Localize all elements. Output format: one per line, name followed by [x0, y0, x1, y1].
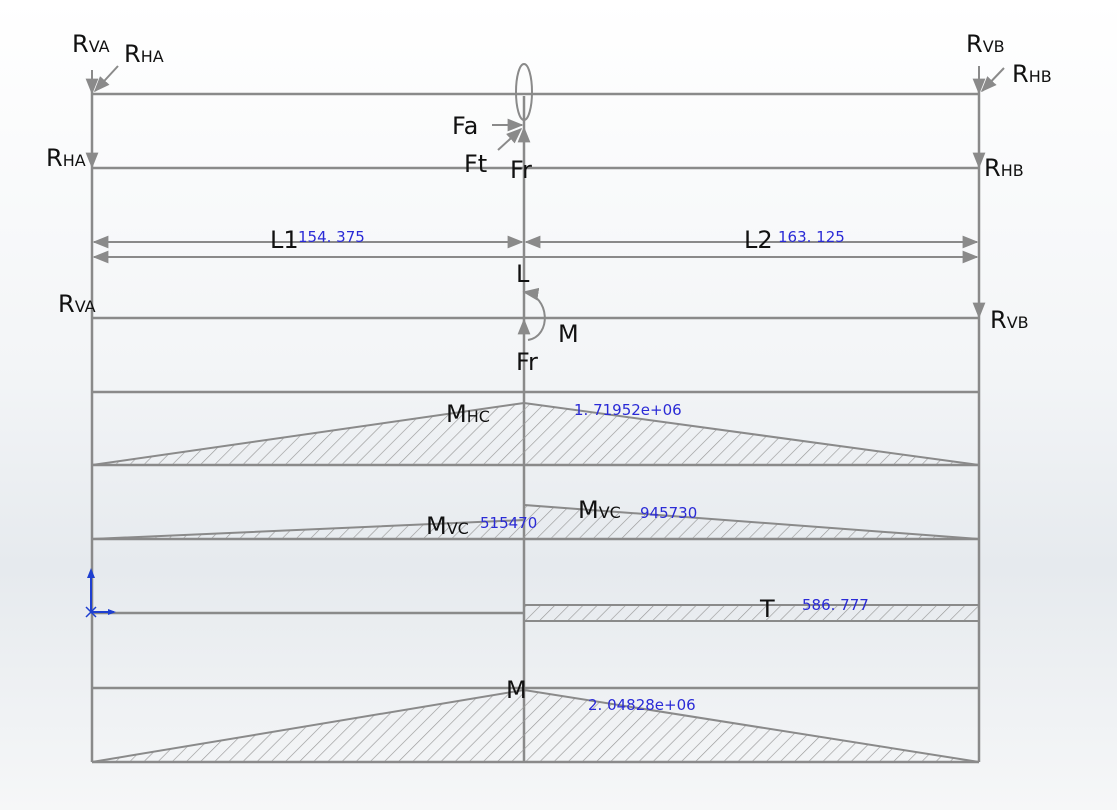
moment-arc-arrow [522, 287, 546, 341]
rvb-mid-label: RVB [990, 306, 1029, 334]
torque-label: T [759, 595, 775, 623]
rhb-top-label: RHB [1012, 60, 1052, 88]
l1-label: L1 [270, 226, 299, 254]
ft-label: Ft [464, 150, 487, 178]
m-moment-area [91, 688, 980, 763]
mvc-left-label: MVC [426, 512, 469, 540]
moment-label: M [558, 320, 579, 348]
l1-value: 154. 375 [298, 228, 365, 246]
mhc-value: 1. 71952e+06 [574, 401, 682, 419]
gear-ellipse [515, 63, 533, 121]
rhb-mid-label: RHB [984, 154, 1024, 182]
ft-arrow [497, 127, 523, 151]
torque-area [523, 604, 980, 622]
mvc-right-value: 945730 [640, 504, 697, 522]
fa-label: Fa [452, 112, 478, 140]
m-total-value: 2. 04828e+06 [588, 696, 696, 714]
rha-top-label: RHA [124, 40, 164, 68]
fr-bottom-label: Fr [516, 348, 538, 376]
mhc-moment-area [91, 401, 980, 466]
rvb-top-label: RVB [966, 30, 1005, 58]
rhb-top-arrow [980, 67, 1005, 93]
torque-value: 586. 777 [802, 596, 869, 614]
mvc-moment-area [91, 503, 980, 540]
m-total-label: M [506, 676, 527, 704]
l2-value: 163. 125 [778, 228, 845, 246]
mvc-left-value: 515470 [480, 514, 537, 532]
l2-label: L2 [744, 226, 773, 254]
triad-origin-icon [85, 606, 97, 618]
rha-mid-label: RHA [46, 144, 86, 172]
triad-x-arrowhead [108, 609, 116, 615]
fr-top-label: Fr [510, 156, 532, 184]
mhc-label: MHC [446, 400, 490, 428]
rha-top-arrow [93, 65, 119, 93]
rva-top-label: RVA [72, 30, 110, 58]
rva-mid-label: RVA [58, 290, 96, 318]
mvc-right-label: MVC [578, 496, 621, 524]
l-label: L [516, 260, 530, 288]
triad-y-arrowhead [87, 568, 95, 578]
